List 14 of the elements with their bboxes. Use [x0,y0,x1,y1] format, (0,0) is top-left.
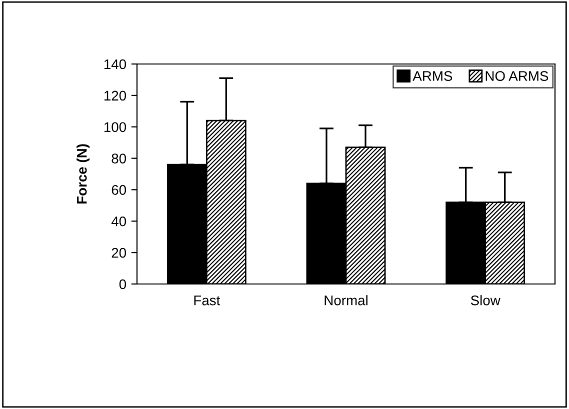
y-tick-label: 120 [104,90,126,101]
x-tick-label: Slow [470,295,500,306]
x-tick-label: Fast [194,296,220,306]
legend-label: ARMS [412,71,452,81]
y-tick-label: 100 [104,122,126,132]
y-tick-label: 60 [112,185,126,195]
x-tick-label: Normal [324,295,368,306]
y-tick-label: 0 [119,279,126,290]
legend-label: NO ARMS [486,71,548,81]
y-tick-label: 80 [112,154,126,164]
y-tick-label: 20 [112,248,126,258]
y-tick-label: 140 [104,59,126,70]
y-axis-title: Force (N) [76,144,90,204]
y-tick-label: 40 [111,216,126,226]
